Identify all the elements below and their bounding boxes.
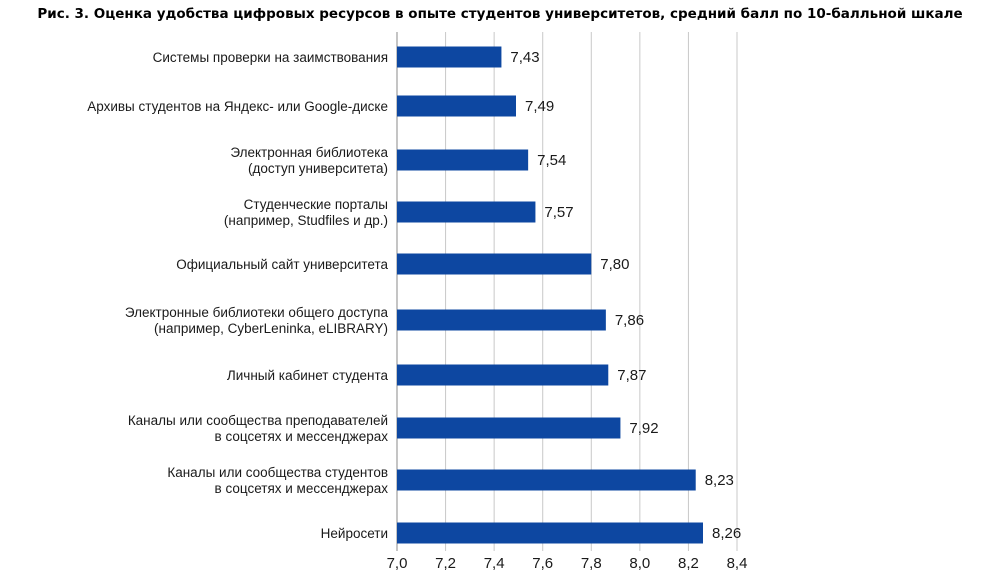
value-label: 7,80 xyxy=(600,256,629,273)
x-tick-label: 8,4 xyxy=(727,555,748,572)
bar xyxy=(397,46,502,68)
x-tick-label: 7,2 xyxy=(435,555,456,572)
bar xyxy=(397,309,606,331)
category-label: Официальный сайт университета xyxy=(176,257,388,272)
value-label: 8,26 xyxy=(712,525,741,542)
x-axis-ticks: 7,0 7,2 7,4 7,6 7,8 8,0 8,2 8,4 xyxy=(387,555,748,572)
value-label: 7,86 xyxy=(615,312,644,329)
value-labels: 7,43 7,49 7,54 7,57 7,80 7,86 7,87 7,92 8,23 8,26 xyxy=(510,49,741,542)
category-label: Каналы или сообщества преподавателей в со… xyxy=(128,413,388,444)
category-label: Электронные библиотеки общего доступа (на… xyxy=(125,305,389,336)
x-tick-label: 7,8 xyxy=(581,555,602,572)
bar xyxy=(397,253,592,275)
bar xyxy=(397,469,696,491)
value-label: 7,92 xyxy=(629,420,658,437)
category-label: Студенческие порталы (например, Studfiles… xyxy=(224,197,388,228)
gridlines xyxy=(396,32,738,551)
chart-title: Рис. 3. Оценка удобства цифровых ресурсо… xyxy=(37,6,963,22)
value-label: 7,49 xyxy=(525,98,554,115)
bars xyxy=(397,46,703,544)
category-labels: Системы проверки на заимствования Архивы … xyxy=(87,50,388,541)
bar xyxy=(397,364,609,386)
x-tick-label: 8,0 xyxy=(629,555,650,572)
x-tick-label: 7,6 xyxy=(532,555,553,572)
category-label: Электронная библиотека (доступ университе… xyxy=(230,145,388,176)
bar xyxy=(397,95,516,117)
value-label: 7,43 xyxy=(510,49,539,66)
x-tick-label: 7,4 xyxy=(484,555,505,572)
value-label: 7,87 xyxy=(617,367,646,384)
category-label: Архивы студентов на Яндекс- или Google-д… xyxy=(87,99,388,114)
category-label: Нейросети xyxy=(321,526,388,541)
bar xyxy=(397,201,536,223)
bar xyxy=(397,417,621,439)
bar xyxy=(397,522,703,544)
x-tick-label: 7,0 xyxy=(387,555,408,572)
value-label: 7,54 xyxy=(537,152,566,169)
value-label: 8,23 xyxy=(705,472,734,489)
category-label: Системы проверки на заимствования xyxy=(153,50,388,65)
bar xyxy=(397,149,529,171)
value-label: 7,57 xyxy=(544,204,573,221)
x-tick-label: 8,2 xyxy=(678,555,699,572)
category-label: Каналы или сообщества студентов в соцсетя… xyxy=(167,465,388,496)
category-label: Личный кабинет студента xyxy=(227,368,389,383)
